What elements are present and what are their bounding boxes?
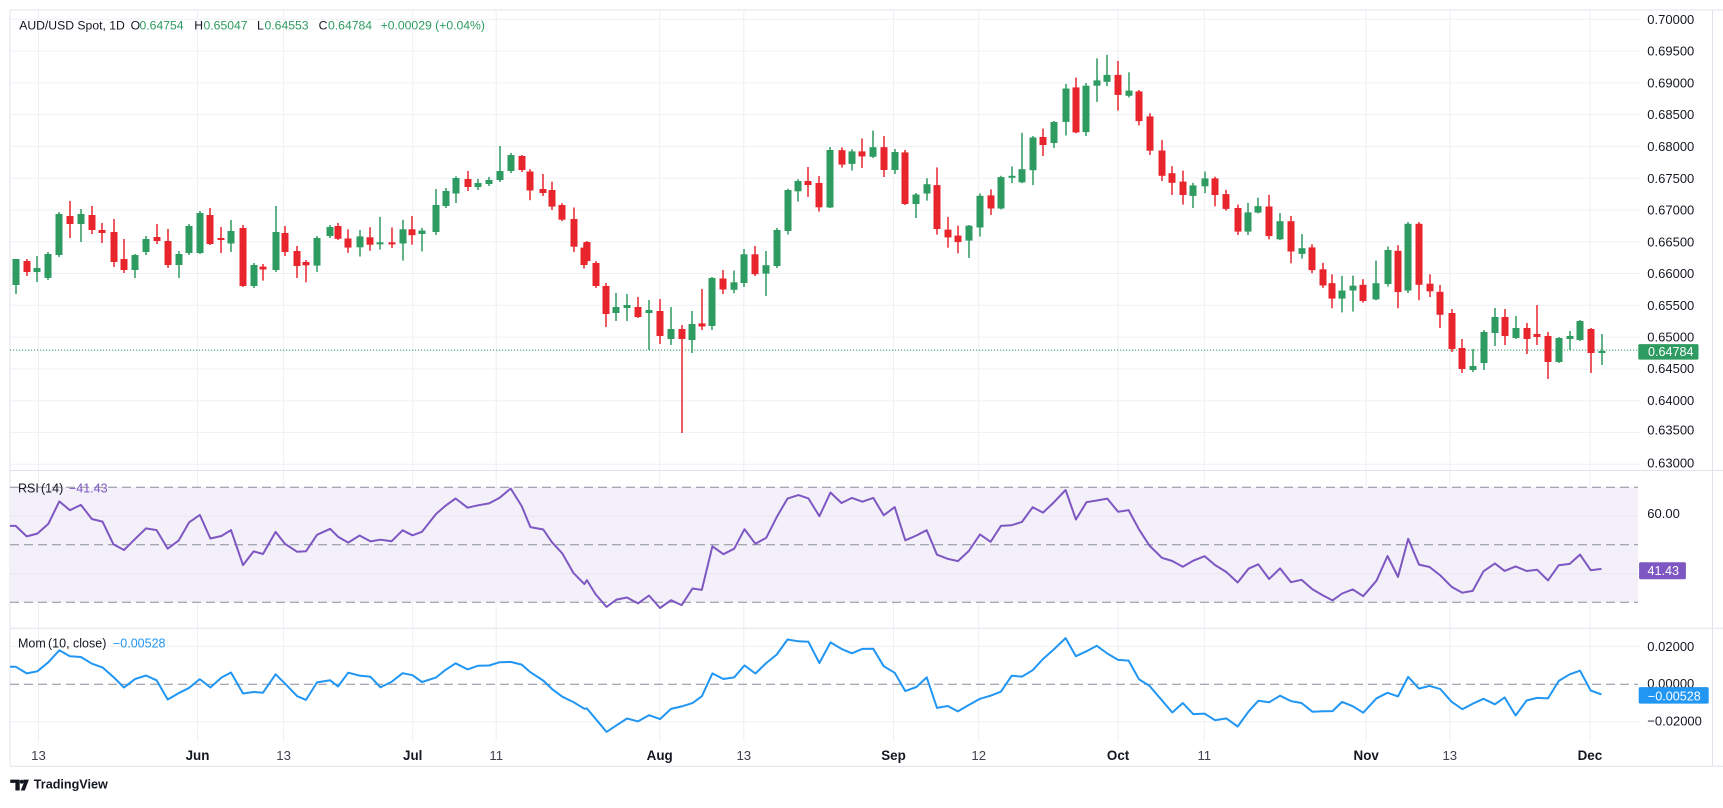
svg-text:0.66000: 0.66000: [1647, 266, 1694, 281]
svg-text:0.64500: 0.64500: [1647, 361, 1694, 376]
svg-text:Dec: Dec: [1578, 748, 1603, 763]
svg-text:Oct: Oct: [1107, 748, 1130, 763]
svg-text:−0.00528: −0.00528: [113, 636, 166, 650]
svg-text:O: O: [131, 19, 140, 33]
svg-text:0.64000: 0.64000: [1647, 393, 1694, 408]
svg-text:11: 11: [489, 748, 503, 763]
svg-text:0.63500: 0.63500: [1647, 423, 1694, 438]
svg-text:0.64553: 0.64553: [265, 19, 309, 33]
svg-text:13: 13: [31, 748, 46, 763]
svg-text:L: L: [257, 19, 264, 33]
svg-text:−41.43: −41.43: [69, 481, 108, 495]
svg-text:0.69500: 0.69500: [1647, 44, 1694, 59]
svg-text:Jul: Jul: [403, 748, 422, 763]
svg-text:C: C: [319, 19, 328, 33]
svg-text:RSI: RSI: [18, 481, 39, 495]
svg-text:Nov: Nov: [1354, 748, 1380, 763]
svg-text:0.70000: 0.70000: [1647, 12, 1694, 27]
svg-text:13: 13: [1442, 748, 1457, 763]
svg-text:0.67000: 0.67000: [1647, 203, 1694, 218]
svg-text:TradingView: TradingView: [34, 778, 108, 792]
svg-text:41.43: 41.43: [1648, 564, 1680, 578]
svg-text:0.66500: 0.66500: [1647, 234, 1694, 249]
svg-text:0.64784: 0.64784: [1648, 345, 1694, 359]
svg-text:AUD/USD Spot, 1D: AUD/USD Spot, 1D: [19, 19, 125, 33]
svg-text:13: 13: [736, 748, 751, 763]
svg-text:0.64784: 0.64784: [328, 19, 372, 33]
svg-text:0.68500: 0.68500: [1647, 107, 1694, 122]
svg-text:0.67500: 0.67500: [1647, 171, 1694, 186]
svg-text:0.63000: 0.63000: [1647, 455, 1694, 470]
svg-text:0.65047: 0.65047: [204, 19, 248, 33]
svg-text:0.64754: 0.64754: [140, 19, 184, 33]
svg-text:Mom: Mom: [18, 636, 46, 650]
svg-text:(14): (14): [41, 481, 63, 495]
svg-text:Aug: Aug: [647, 748, 673, 763]
svg-text:Jun: Jun: [186, 748, 210, 763]
svg-text:(10, close): (10, close): [48, 636, 106, 650]
svg-text:13: 13: [276, 748, 291, 763]
svg-text:0.68000: 0.68000: [1647, 139, 1694, 154]
svg-text:H: H: [194, 19, 203, 33]
svg-text:12: 12: [971, 748, 986, 763]
svg-text:11: 11: [1197, 748, 1211, 763]
svg-text:60.00: 60.00: [1647, 506, 1680, 521]
svg-text:+0.00029 (+0.04%): +0.00029 (+0.04%): [381, 19, 485, 33]
svg-text:−0.00528: −0.00528: [1648, 689, 1701, 703]
svg-text:−0.02000: −0.02000: [1647, 713, 1702, 728]
svg-text:Sep: Sep: [881, 748, 906, 763]
svg-text:0.02000: 0.02000: [1647, 639, 1694, 654]
svg-text:0.69000: 0.69000: [1647, 76, 1694, 91]
svg-text:0.65500: 0.65500: [1647, 298, 1694, 313]
svg-text:0.65000: 0.65000: [1647, 330, 1694, 345]
